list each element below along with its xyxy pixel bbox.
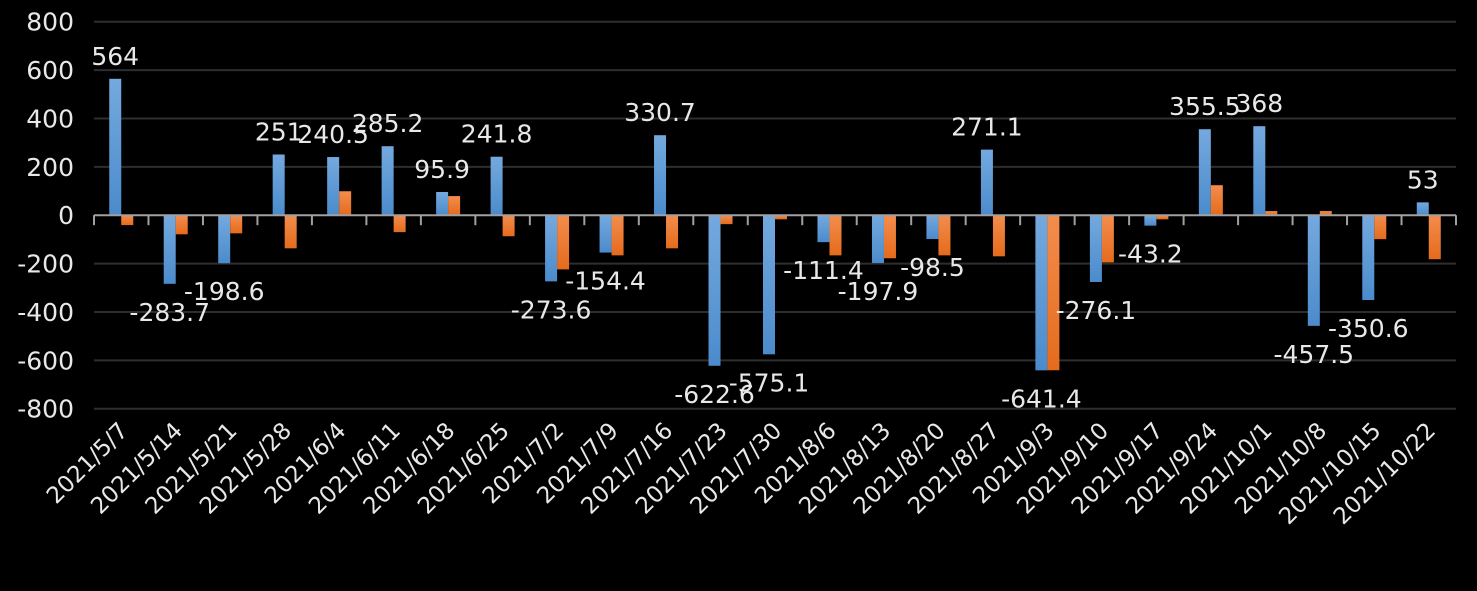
y-tick-label: 400 — [26, 104, 74, 133]
bar-series-2 — [1374, 215, 1387, 240]
data-label: 240.5 — [297, 120, 369, 149]
data-label: 251 — [255, 117, 303, 146]
bar-series-1 — [654, 135, 667, 216]
data-label: -273.6 — [511, 295, 592, 324]
y-tick-label: -800 — [17, 395, 74, 424]
bar-series-2 — [1428, 215, 1441, 260]
bar-series-2 — [992, 215, 1005, 257]
bar-series-2 — [230, 215, 243, 234]
y-tick-label: -400 — [17, 298, 74, 327]
data-label: -111.4 — [783, 256, 864, 285]
bar-series-2 — [284, 215, 297, 249]
bar-series-2 — [1047, 215, 1060, 371]
bar-series-1 — [926, 215, 939, 240]
bar-series-1 — [109, 78, 122, 216]
data-label: 95.9 — [414, 155, 470, 184]
bar-series-1 — [763, 215, 775, 355]
bar-series-2 — [557, 215, 570, 270]
bar-series-1 — [980, 149, 993, 216]
bars — [109, 78, 1441, 371]
y-axis: 800 600 400 200 0 -200 -400 -600 -800 — [17, 8, 74, 424]
bar-series-1 — [163, 215, 176, 284]
y-tick-label: 800 — [26, 8, 74, 37]
data-label: -350.6 — [1328, 314, 1409, 343]
bar-series-2 — [175, 215, 188, 235]
bar-series-1 — [1362, 215, 1375, 301]
data-label: -575.1 — [729, 368, 810, 397]
data-label: 285.2 — [352, 109, 424, 138]
data-label: -276.1 — [1056, 296, 1137, 325]
data-label: -641.4 — [1001, 384, 1082, 413]
bar-series-2 — [339, 191, 352, 216]
bar-series-2 — [393, 215, 406, 233]
bar-series-2 — [1319, 211, 1332, 216]
data-label: -283.7 — [129, 298, 210, 327]
bar-series-2 — [448, 196, 461, 216]
data-label: -457.5 — [1274, 340, 1355, 369]
bar-series-1 — [1035, 215, 1048, 371]
bar-series-1 — [599, 215, 612, 253]
bar-series-2 — [1265, 211, 1278, 216]
bar-series-1 — [272, 154, 285, 216]
bar-series-1 — [1144, 215, 1157, 226]
data-label: 53 — [1407, 165, 1439, 194]
bar-series-2 — [121, 215, 134, 226]
data-label: 271.1 — [951, 113, 1023, 142]
data-label: -154.4 — [565, 267, 646, 296]
y-tick-label: -200 — [17, 250, 74, 279]
data-label: 368 — [1235, 89, 1283, 118]
bar-series-2 — [502, 215, 515, 237]
bar-series-2 — [1156, 215, 1169, 220]
bar-series-2 — [775, 215, 787, 220]
data-label: -43.2 — [1118, 240, 1183, 269]
bar-series-2 — [1210, 185, 1223, 216]
bar-series-1 — [381, 146, 394, 216]
data-label: -198.6 — [184, 277, 265, 306]
bar-series-1 — [436, 192, 449, 216]
bar-series-1 — [817, 215, 830, 243]
bar-series-2 — [1101, 215, 1114, 263]
bar-series-2 — [829, 215, 842, 256]
bar-series-1 — [545, 215, 558, 282]
data-label: 241.8 — [461, 120, 533, 149]
bar-series-2 — [720, 215, 733, 225]
data-label: 330.7 — [624, 98, 696, 127]
y-tick-label: 200 — [26, 153, 74, 182]
y-tick-label: -600 — [17, 346, 74, 375]
bar-series-1 — [327, 157, 340, 216]
y-tick-label: 600 — [26, 56, 74, 85]
y-tick-label: 0 — [58, 201, 74, 230]
data-label: -98.5 — [900, 253, 965, 282]
bar-series-1 — [218, 215, 231, 264]
bar-series-1 — [708, 215, 721, 366]
bar-series-2 — [666, 215, 679, 249]
bar-series-1 — [490, 156, 503, 216]
bar-series-2 — [938, 215, 951, 256]
data-label: 355.5 — [1169, 92, 1241, 121]
data-label: 564 — [91, 42, 139, 71]
bar-series-1 — [1253, 126, 1266, 216]
bar-series-1 — [1307, 215, 1320, 326]
bar-series-2 — [883, 215, 896, 259]
bar-series-1 — [1416, 202, 1429, 216]
bar-series-1 — [871, 215, 884, 264]
bar-series-2 — [611, 215, 624, 256]
bar-series-1 — [1198, 129, 1211, 216]
data-label: -197.9 — [838, 277, 919, 306]
bar-series-1 — [1089, 215, 1102, 282]
data-label: -622.6 — [674, 380, 755, 409]
